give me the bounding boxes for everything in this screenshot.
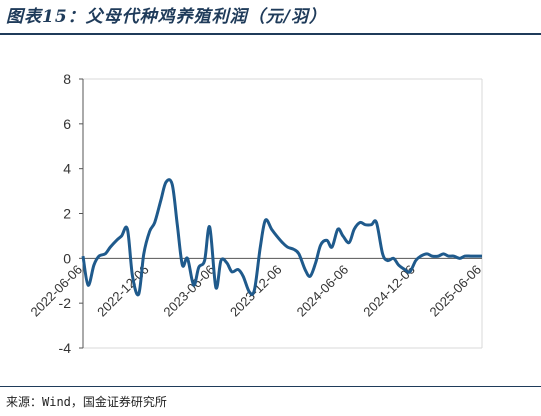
x-tick-label: 2024-06-06	[294, 262, 352, 320]
y-tick-label: -4	[59, 340, 72, 356]
y-tick-labels: 8 6 4 2 0 -2 -4	[59, 71, 72, 356]
x-tick-label: 2022-06-06	[27, 262, 85, 320]
footer-divider	[0, 386, 541, 387]
x-tick-label: 2025-06-06	[426, 262, 484, 320]
chart-axes	[79, 78, 483, 349]
y-tick-label: 4	[63, 161, 71, 177]
source-note: 来源：Wind，国金证券研究所	[6, 395, 167, 409]
y-tick-label: 0	[63, 250, 71, 266]
chart-title: 图表15：父母代种鸡养殖利润（元/羽）	[6, 7, 327, 27]
y-tick-label: 2	[63, 206, 71, 222]
title-divider	[0, 33, 541, 35]
series-line	[81, 178, 482, 297]
y-tick-label: 8	[63, 71, 71, 87]
y-tick-label: 6	[63, 116, 71, 132]
series-group	[81, 178, 482, 297]
y-tick-label: -2	[59, 295, 72, 311]
